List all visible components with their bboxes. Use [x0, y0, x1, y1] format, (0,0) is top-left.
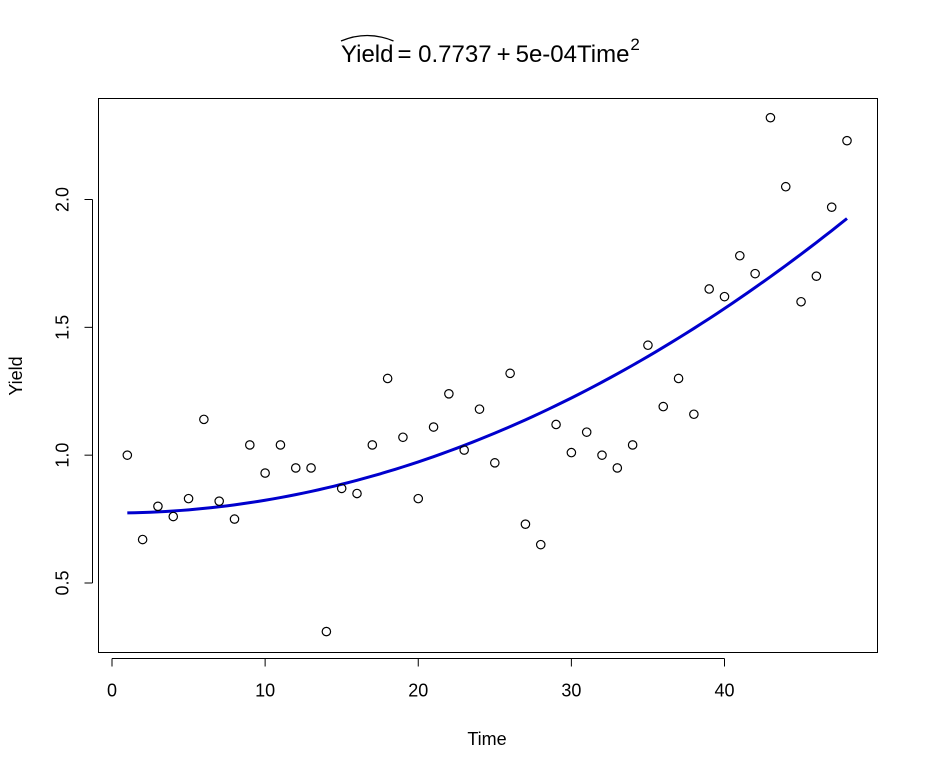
data-points [122, 112, 852, 637]
data-point [459, 445, 469, 455]
data-point [826, 202, 837, 212]
title-response: Yield [341, 41, 393, 68]
x-tick-label: 30 [561, 681, 581, 701]
data-point [183, 493, 194, 504]
data-point [153, 501, 163, 512]
data-point [290, 463, 301, 473]
x-tick-label: 10 [255, 681, 275, 701]
data-point [627, 440, 638, 450]
data-point [199, 414, 209, 425]
title-exponent: 2 [630, 35, 639, 54]
data-point [505, 368, 515, 379]
data-point [673, 373, 684, 384]
data-point [765, 112, 776, 123]
data-point [260, 468, 270, 478]
data-point [597, 450, 607, 460]
data-point [214, 496, 224, 506]
x-tick-label: 20 [408, 681, 428, 701]
data-point [245, 440, 255, 450]
data-point [658, 401, 669, 412]
fit-curve-layer [127, 217, 848, 515]
data-point [689, 409, 699, 420]
data-point [490, 458, 500, 468]
x-axis-title: Time [467, 729, 506, 749]
data-point [612, 463, 623, 473]
chart-title: Yield = 0.7737 + 5e-04Time 2 [340, 34, 640, 68]
data-point [535, 539, 546, 550]
x-tick-label: 0 [107, 681, 117, 701]
data-point [413, 493, 424, 504]
y-axis: 0.5 1.0 1.5 2.0 [53, 187, 93, 596]
plot-frame [98, 98, 878, 653]
fit-curve [127, 217, 848, 515]
data-point [367, 440, 378, 450]
x-tick-label: 40 [714, 681, 734, 701]
data-point [428, 422, 439, 432]
title-plus: + [497, 41, 511, 68]
data-point [796, 296, 806, 307]
data-point [168, 511, 179, 522]
data-point [643, 340, 653, 351]
data-point [750, 268, 760, 279]
data-point [566, 447, 577, 458]
data-point [704, 284, 714, 294]
data-point [719, 291, 730, 302]
data-point [780, 181, 791, 192]
data-point [811, 271, 822, 281]
y-axis-title: Yield [6, 356, 26, 395]
data-point [520, 519, 531, 529]
y-tick-label: 0.5 [53, 570, 73, 595]
y-tick-label: 1.0 [53, 443, 73, 468]
data-point [229, 514, 240, 524]
data-point [336, 483, 347, 494]
data-point [842, 135, 852, 146]
data-point [352, 488, 362, 499]
y-tick-label: 1.5 [53, 315, 73, 340]
data-point [321, 626, 332, 637]
data-point [551, 419, 561, 430]
data-point [275, 440, 286, 450]
data-point [474, 404, 485, 414]
title-term: 5e-04Time [516, 41, 630, 68]
x-axis: 0 10 20 30 40 [107, 658, 735, 701]
data-point [581, 427, 592, 437]
data-point [306, 463, 316, 473]
data-point [382, 373, 393, 384]
data-point [122, 450, 133, 460]
data-point [444, 389, 454, 399]
y-tick-label: 2.0 [53, 187, 73, 212]
data-point [137, 534, 148, 545]
data-point [398, 432, 408, 443]
title-equation: = 0.7737 [397, 41, 491, 68]
data-point [735, 250, 745, 261]
title-hat [340, 34, 394, 42]
